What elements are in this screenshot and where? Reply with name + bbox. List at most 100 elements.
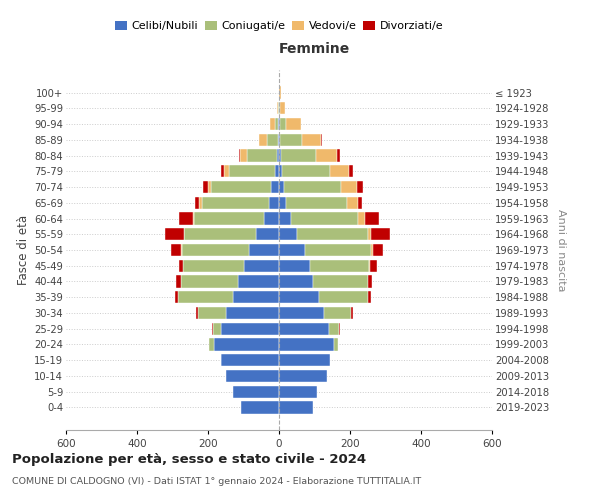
Bar <box>305 244 371 256</box>
Bar <box>247 150 277 162</box>
Bar <box>277 102 278 115</box>
Bar <box>178 291 233 304</box>
Bar <box>368 276 372 287</box>
Bar <box>279 165 282 177</box>
Bar <box>279 276 313 287</box>
Bar <box>279 370 327 382</box>
Bar <box>347 196 358 209</box>
Text: Femmine: Femmine <box>279 42 350 56</box>
Bar <box>280 102 286 115</box>
Bar <box>337 150 340 162</box>
Bar <box>233 291 279 304</box>
Bar <box>179 260 183 272</box>
Bar <box>175 291 178 304</box>
Bar <box>279 402 313 413</box>
Bar <box>279 228 298 240</box>
Bar <box>319 291 368 304</box>
Bar <box>279 291 319 304</box>
Bar <box>279 354 331 366</box>
Bar <box>193 212 194 224</box>
Bar <box>279 260 310 272</box>
Bar <box>279 386 317 398</box>
Bar <box>249 244 279 256</box>
Bar <box>181 244 182 256</box>
Bar <box>259 134 266 146</box>
Text: Popolazione per età, sesso e stato civile - 2024: Popolazione per età, sesso e stato civil… <box>12 452 366 466</box>
Bar <box>194 212 264 224</box>
Bar <box>298 228 368 240</box>
Bar <box>280 86 281 99</box>
Bar <box>270 118 275 130</box>
Bar <box>233 386 279 398</box>
Bar <box>214 338 279 350</box>
Bar <box>365 212 379 224</box>
Bar <box>221 165 224 177</box>
Bar <box>241 402 279 413</box>
Bar <box>341 181 358 193</box>
Bar <box>286 118 301 130</box>
Bar <box>371 228 390 240</box>
Text: COMUNE DI CALDOGNO (VI) - Dati ISTAT 1° gennaio 2024 - Elaborazione TUTTITALIA.I: COMUNE DI CALDOGNO (VI) - Dati ISTAT 1° … <box>12 478 421 486</box>
Bar <box>279 181 284 193</box>
Bar <box>280 134 302 146</box>
Bar <box>269 196 279 209</box>
Bar <box>212 322 221 335</box>
Bar <box>208 181 211 193</box>
Bar <box>279 212 292 224</box>
Bar <box>244 260 279 272</box>
Bar <box>316 150 337 162</box>
Bar <box>368 291 371 304</box>
Bar <box>329 322 340 335</box>
Bar <box>279 196 286 209</box>
Bar <box>277 150 279 162</box>
Bar <box>279 322 329 335</box>
Bar <box>282 165 330 177</box>
Bar <box>371 244 373 256</box>
Bar <box>199 196 202 209</box>
Bar <box>292 212 358 224</box>
Bar <box>358 212 365 224</box>
Bar <box>202 196 269 209</box>
Bar <box>280 118 286 130</box>
Bar <box>325 307 351 319</box>
Bar <box>313 276 368 287</box>
Bar <box>275 118 278 130</box>
Bar <box>330 165 349 177</box>
Bar <box>209 338 214 350</box>
Bar <box>279 102 280 115</box>
Bar <box>241 150 247 162</box>
Bar <box>183 260 244 272</box>
Bar <box>284 181 341 193</box>
Bar <box>358 181 363 193</box>
Bar <box>239 150 241 162</box>
Bar <box>279 118 280 130</box>
Bar <box>181 276 238 287</box>
Bar <box>286 196 347 209</box>
Bar <box>182 244 249 256</box>
Bar <box>198 307 226 319</box>
Bar <box>264 212 279 224</box>
Bar <box>349 165 353 177</box>
Bar <box>334 338 338 350</box>
Bar <box>211 181 271 193</box>
Bar <box>238 276 279 287</box>
Bar <box>266 134 278 146</box>
Bar <box>279 244 305 256</box>
Y-axis label: Fasce di età: Fasce di età <box>17 215 30 285</box>
Y-axis label: Anni di nascita: Anni di nascita <box>556 209 566 291</box>
Bar <box>221 354 279 366</box>
Bar <box>279 150 281 162</box>
Bar <box>275 165 279 177</box>
Bar <box>368 228 371 240</box>
Bar <box>203 181 208 193</box>
Bar <box>179 212 193 224</box>
Bar <box>278 134 279 146</box>
Bar <box>184 228 256 240</box>
Bar <box>226 307 279 319</box>
Bar <box>224 165 229 177</box>
Bar <box>302 134 321 146</box>
Bar <box>310 260 369 272</box>
Bar <box>358 196 362 209</box>
Bar <box>226 370 279 382</box>
Bar <box>369 260 370 272</box>
